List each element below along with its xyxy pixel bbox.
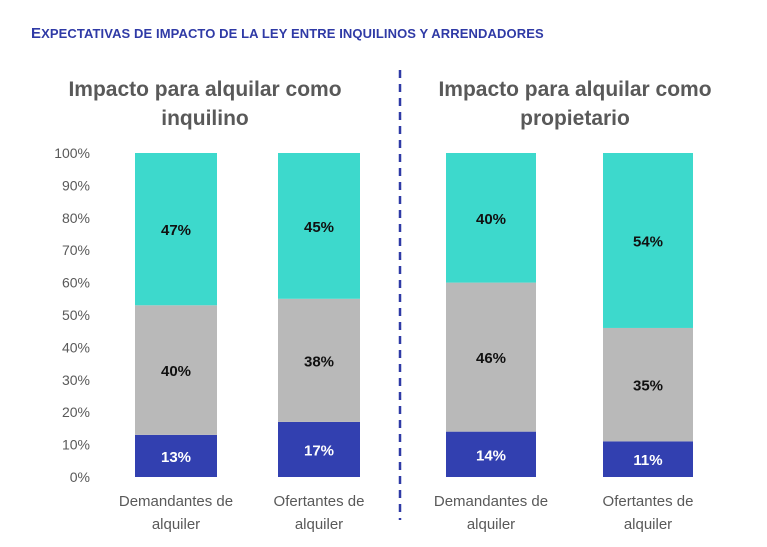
data-label: 46% [476, 350, 506, 367]
figure-heading: EXPECTATIVAS DE IMPACTO DE LA LEY ENTRE … [31, 25, 544, 42]
category-label: Ofertantes de [603, 493, 694, 510]
y-tick-label: 20% [62, 404, 90, 420]
category-label: Ofertantes de [274, 493, 365, 510]
category-label: Demandantes de [119, 493, 233, 510]
data-label: 13% [161, 449, 191, 466]
bar-segment-inquilino-2-2 [278, 298, 360, 422]
bar-segment-inquilino-2-3 [278, 153, 360, 299]
bar-segment-propietario-2-3 [603, 153, 693, 328]
y-tick-label: 60% [62, 275, 90, 291]
data-label: 14% [476, 447, 506, 464]
data-label: 35% [633, 378, 663, 395]
data-label: 38% [304, 353, 334, 370]
bar-segment-propietario-1-2 [446, 282, 536, 432]
y-tick-label: 50% [62, 307, 90, 323]
bar-segment-inquilino-1-1 [135, 434, 217, 477]
bar-segment-propietario-1-1 [446, 431, 536, 477]
y-tick-label: 100% [54, 145, 90, 161]
data-label: 17% [304, 442, 334, 459]
y-tick-label: 10% [62, 437, 90, 453]
bar-segment-inquilino-2-1 [278, 421, 360, 477]
data-label: 54% [633, 233, 663, 250]
data-label: 11% [633, 452, 662, 469]
figure-heading-text: XPECTATIVAS DE IMPACTO DE LA LEY ENTRE I… [41, 26, 544, 41]
category-label: Demandantes de [434, 493, 548, 510]
category-label: alquiler [295, 516, 343, 533]
chart-title-inquilino: Impacto para alquilar como [68, 78, 341, 101]
bar-segment-inquilino-1-3 [135, 153, 217, 306]
data-label: 40% [476, 211, 506, 228]
bar-segment-inquilino-1-2 [135, 305, 217, 435]
y-tick-label: 40% [62, 339, 90, 355]
chart-title-inquilino: inquilino [161, 107, 248, 130]
figure-heading-initial: E [31, 25, 42, 42]
y-tick-label: 0% [70, 469, 90, 485]
y-tick-label: 90% [62, 177, 90, 193]
bar-segment-propietario-2-1 [603, 441, 693, 477]
category-label: alquiler [467, 516, 515, 533]
data-label: 47% [161, 222, 191, 239]
y-tick-label: 30% [62, 372, 90, 388]
chart-title-propietario: propietario [520, 107, 630, 130]
category-label: alquiler [152, 516, 200, 533]
bar-segment-propietario-2-2 [603, 327, 693, 442]
bar-segment-propietario-1-3 [446, 153, 536, 283]
y-tick-label: 70% [62, 242, 90, 258]
chart-title-propietario: Impacto para alquilar como [438, 78, 711, 101]
data-label: 40% [161, 363, 191, 380]
category-label: alquiler [624, 516, 672, 533]
data-label: 45% [304, 219, 334, 236]
y-tick-label: 80% [62, 210, 90, 226]
